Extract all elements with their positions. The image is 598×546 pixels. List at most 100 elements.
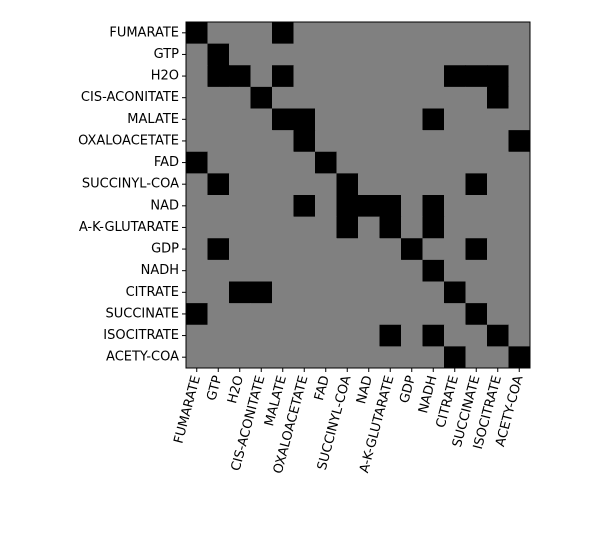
heatmap-cell: [293, 86, 316, 109]
heatmap-cell: [272, 195, 294, 218]
heatmap-cell: [315, 43, 337, 66]
heatmap-cell: [293, 259, 316, 282]
y-tick-label: SUCCINATE: [105, 306, 179, 321]
heatmap-cell: [487, 65, 509, 88]
y-tick-label: H2O: [151, 69, 179, 84]
heatmap-cell: [315, 216, 337, 239]
heatmap-cell: [487, 238, 509, 261]
heatmap-cell: [487, 130, 509, 153]
heatmap-cell: [293, 130, 316, 153]
heatmap-cell: [293, 65, 316, 88]
x-tick-label: GDP: [397, 374, 419, 405]
heatmap-cell: [336, 173, 359, 196]
heatmap-cell: [444, 130, 466, 153]
heatmap-cell: [293, 173, 316, 196]
heatmap-cell: [336, 216, 359, 239]
heatmap-cell: [358, 346, 380, 369]
heatmap-cell: [250, 22, 273, 45]
heatmap-cell: [250, 173, 273, 196]
heatmap-cell: [315, 173, 337, 196]
heatmap-cell: [336, 303, 359, 326]
heatmap-cell: [272, 259, 294, 282]
heatmap-cell: [250, 86, 273, 109]
heatmap-cell: [207, 195, 230, 218]
heatmap-cell: [336, 86, 359, 109]
heatmap-cell: [422, 130, 445, 153]
heatmap-cell: [336, 238, 359, 261]
heatmap-cell: [422, 173, 445, 196]
heatmap-cell: [315, 108, 337, 131]
x-tick-label: FUMARATE: [171, 374, 204, 445]
y-tick-label: ACETY-COA: [106, 350, 179, 365]
heatmap-cell: [229, 43, 251, 66]
heatmap-cell: [358, 130, 380, 153]
heatmap-cell: [465, 238, 488, 261]
heatmap-cell: [465, 216, 488, 239]
heatmap-cell: [315, 303, 337, 326]
heatmap-cell: [272, 151, 294, 174]
heatmap-cell: [186, 324, 208, 347]
heatmap-cell: [444, 65, 466, 88]
heatmap-cell: [272, 303, 294, 326]
heatmap-cell: [508, 173, 531, 196]
heatmap-cell: [358, 86, 380, 109]
heatmap-cell: [487, 259, 509, 282]
y-tick-label: NAD: [150, 198, 179, 213]
heatmap-cell: [487, 324, 509, 347]
heatmap-cell: [465, 130, 488, 153]
x-tick-label: H2O: [225, 374, 247, 405]
heatmap-cell: [444, 86, 466, 109]
heatmap-cell: [207, 151, 230, 174]
heatmap-cell: [422, 281, 445, 304]
heatmap-cell: [186, 43, 208, 66]
heatmap-cell: [487, 281, 509, 304]
heatmap-cell: [186, 281, 208, 304]
y-tick-label: CITRATE: [126, 285, 179, 300]
heatmap-cell: [229, 65, 251, 88]
heatmap-cell: [229, 86, 251, 109]
heatmap-cell: [336, 108, 359, 131]
heatmap-cell: [186, 259, 208, 282]
y-tick-label: FAD: [154, 155, 179, 170]
heatmap-cell: [272, 281, 294, 304]
heatmap-cell: [186, 86, 208, 109]
heatmap-cell: [186, 303, 208, 326]
heatmap-cell: [465, 195, 488, 218]
heatmap-cell: [508, 259, 531, 282]
heatmap-cell: [487, 86, 509, 109]
heatmap-cell: [444, 346, 466, 369]
heatmap-cell: [422, 108, 445, 131]
heatmap-cell: [207, 43, 230, 66]
heatmap-cell: [272, 22, 294, 45]
heatmap-cell: [401, 173, 423, 196]
y-tick-label: SUCCINYL-COA: [82, 177, 179, 192]
y-tick-label: NADH: [141, 263, 179, 278]
heatmap-cell: [508, 22, 531, 45]
heatmap-cell: [207, 259, 230, 282]
heatmap-cell: [358, 151, 380, 174]
heatmap-cell: [186, 238, 208, 261]
heatmap-cell: [272, 130, 294, 153]
heatmap-cell: [487, 195, 509, 218]
heatmap-cell: [358, 65, 380, 88]
heatmap-cell: [401, 238, 423, 261]
y-tick-label: CIS-ACONITATE: [81, 90, 179, 105]
y-tick-label: OXALOACETATE: [78, 133, 179, 148]
heatmap-cell: [315, 281, 337, 304]
heatmap-cell: [422, 324, 445, 347]
heatmap-cell: [422, 86, 445, 109]
heatmap-cell: [250, 130, 273, 153]
heatmap-cell: [358, 281, 380, 304]
heatmap-cell: [379, 281, 402, 304]
heatmap-cell: [293, 43, 316, 66]
heatmap-cell: [444, 324, 466, 347]
heatmap-cell: [422, 22, 445, 45]
heatmap-cell: [487, 173, 509, 196]
heatmap-cell: [465, 259, 488, 282]
heatmap-cell: [315, 259, 337, 282]
heatmap-cell: [401, 259, 423, 282]
heatmap-cell: [336, 346, 359, 369]
heatmap-cell: [508, 86, 531, 109]
heatmap-cell: [379, 43, 402, 66]
heatmap-cell: [465, 324, 488, 347]
